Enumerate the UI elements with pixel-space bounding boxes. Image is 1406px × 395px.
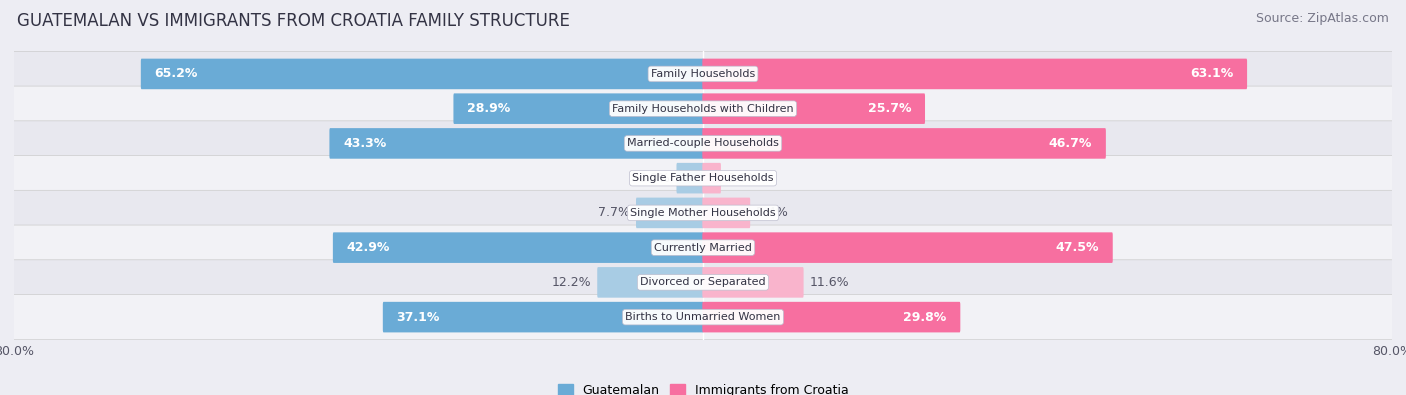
Text: Currently Married: Currently Married [654,243,752,253]
Text: 65.2%: 65.2% [155,68,198,81]
Text: 28.9%: 28.9% [467,102,510,115]
FancyBboxPatch shape [13,51,1393,96]
Text: 12.2%: 12.2% [551,276,591,289]
Text: 7.7%: 7.7% [598,207,630,219]
Text: 46.7%: 46.7% [1049,137,1092,150]
FancyBboxPatch shape [13,190,1393,235]
Text: 3.0%: 3.0% [638,172,671,184]
FancyBboxPatch shape [703,267,804,298]
FancyBboxPatch shape [13,86,1393,131]
Legend: Guatemalan, Immigrants from Croatia: Guatemalan, Immigrants from Croatia [558,384,848,395]
FancyBboxPatch shape [703,302,960,333]
Text: Divorced or Separated: Divorced or Separated [640,277,766,288]
Text: Single Father Households: Single Father Households [633,173,773,183]
Text: Family Households: Family Households [651,69,755,79]
Text: Births to Unmarried Women: Births to Unmarried Women [626,312,780,322]
FancyBboxPatch shape [703,232,1112,263]
FancyBboxPatch shape [13,121,1393,166]
FancyBboxPatch shape [13,295,1393,340]
Text: 37.1%: 37.1% [396,310,440,324]
Text: 25.7%: 25.7% [868,102,911,115]
FancyBboxPatch shape [703,128,1107,159]
Text: 5.4%: 5.4% [756,207,789,219]
FancyBboxPatch shape [703,198,751,228]
FancyBboxPatch shape [141,58,703,89]
FancyBboxPatch shape [676,163,703,194]
Text: 43.3%: 43.3% [343,137,387,150]
FancyBboxPatch shape [13,225,1393,270]
Text: 42.9%: 42.9% [346,241,389,254]
FancyBboxPatch shape [636,198,703,228]
FancyBboxPatch shape [703,58,1247,89]
FancyBboxPatch shape [13,260,1393,305]
FancyBboxPatch shape [453,93,703,124]
Text: 2.0%: 2.0% [727,172,759,184]
FancyBboxPatch shape [598,267,703,298]
Text: 63.1%: 63.1% [1191,68,1233,81]
Text: Single Mother Households: Single Mother Households [630,208,776,218]
Text: 11.6%: 11.6% [810,276,849,289]
Text: Source: ZipAtlas.com: Source: ZipAtlas.com [1256,12,1389,25]
Text: GUATEMALAN VS IMMIGRANTS FROM CROATIA FAMILY STRUCTURE: GUATEMALAN VS IMMIGRANTS FROM CROATIA FA… [17,12,569,30]
FancyBboxPatch shape [13,156,1393,201]
Text: Family Households with Children: Family Households with Children [612,103,794,114]
Text: 29.8%: 29.8% [904,310,946,324]
FancyBboxPatch shape [382,302,703,333]
FancyBboxPatch shape [329,128,703,159]
FancyBboxPatch shape [333,232,703,263]
FancyBboxPatch shape [703,93,925,124]
Text: Married-couple Households: Married-couple Households [627,138,779,149]
FancyBboxPatch shape [703,163,721,194]
Text: 47.5%: 47.5% [1056,241,1099,254]
